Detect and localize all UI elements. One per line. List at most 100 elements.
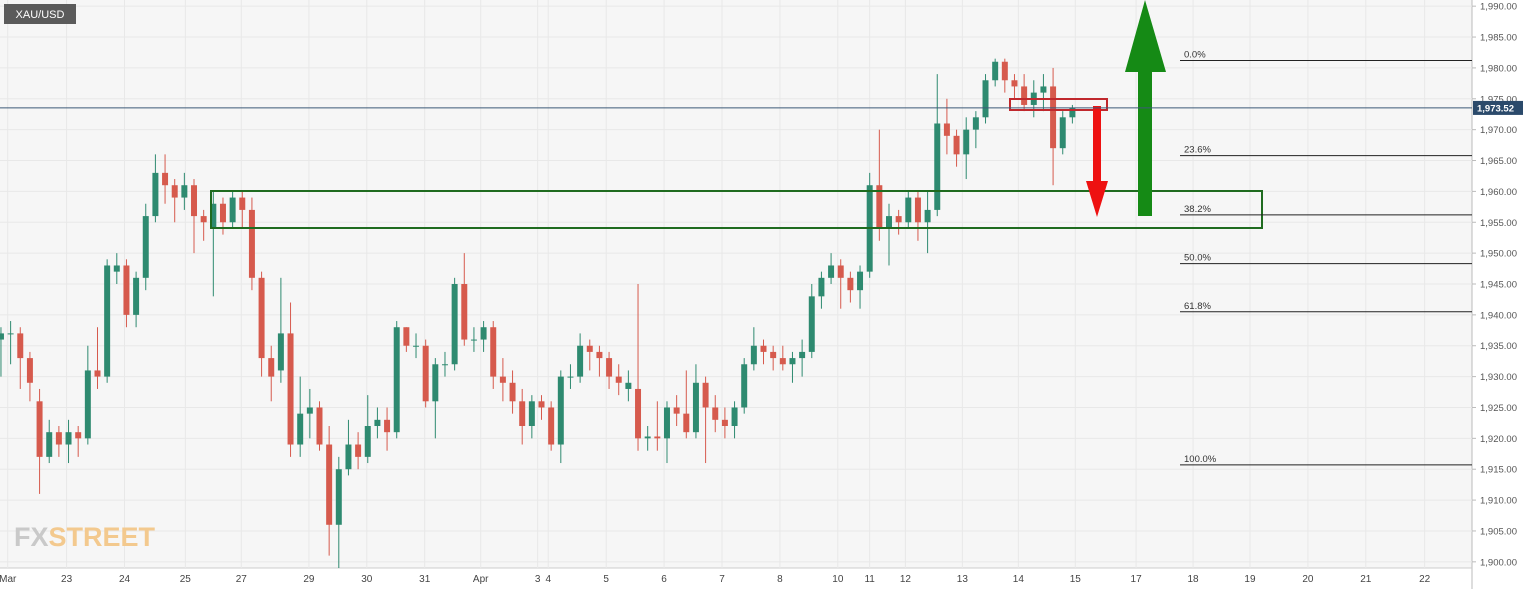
candle-body (818, 277, 825, 297)
candle-body (692, 382, 699, 433)
candle-body (770, 351, 777, 359)
resistance-zone (1009, 98, 1108, 111)
candle-body (1069, 107, 1076, 118)
candle-body (403, 327, 410, 346)
candle-body (258, 277, 265, 359)
candle-body (277, 333, 284, 371)
candles (0, 58, 1076, 568)
fib-label: 0.0% (1184, 50, 1206, 61)
y-tick-label: 1,975.00 (1480, 94, 1517, 105)
fib-label: 61.8% (1184, 301, 1211, 312)
y-tick-label: 1,940.00 (1480, 310, 1517, 321)
x-tick-label: 6 (661, 574, 667, 585)
candle-body (133, 277, 140, 315)
candle-body (355, 444, 362, 457)
candle-body (1040, 86, 1047, 93)
candle-body (644, 436, 651, 439)
x-tick-label: 25 (180, 574, 192, 585)
y-tick-label: 1,945.00 (1480, 280, 1517, 291)
x-tick-label: 3 (535, 574, 541, 585)
x-tick-label: 8 (777, 574, 783, 585)
candle-body (181, 185, 188, 198)
overlay: 0.0% 23.6% 38.2% 50.0% 61.8% 100.0% (210, 0, 1472, 466)
candle-body (953, 135, 960, 155)
candle-body (287, 333, 294, 445)
x-tick-label: 24 (119, 574, 131, 585)
y-tick-label: 1,905.00 (1480, 526, 1517, 537)
candle-body (104, 265, 111, 377)
candle-body (84, 370, 91, 439)
y-tick-label: 1,955.00 (1480, 218, 1517, 229)
candle-body (1021, 86, 1028, 105)
support-zone (210, 190, 1263, 229)
candle-body (451, 284, 458, 365)
candle-body (943, 123, 950, 136)
x-tick-label: 18 (1187, 574, 1199, 585)
candle-body (934, 123, 941, 210)
candle-body (721, 419, 728, 426)
candle-body (239, 197, 246, 210)
y-tick-label: 1,925.00 (1480, 403, 1517, 414)
x-tick-label: 19 (1244, 574, 1256, 585)
symbol-label: XAU/USD (16, 9, 65, 21)
candle-body (55, 432, 62, 445)
y-tick-label: 1,985.00 (1480, 33, 1517, 44)
candle-body (142, 216, 149, 278)
candle-body (750, 345, 757, 365)
y-tick-label: 1,915.00 (1480, 465, 1517, 476)
candle-body (963, 129, 970, 155)
candle-body (1050, 86, 1057, 149)
watermark-street: STREET (49, 522, 156, 552)
symbol-badge (4, 4, 76, 24)
x-tick-label: Apr (473, 574, 489, 585)
x-tick-label: 20 (1302, 574, 1314, 585)
candle-body (635, 388, 642, 439)
candle-body (654, 436, 661, 439)
x-tick-label: 13 (957, 574, 969, 585)
candle-body (876, 185, 883, 229)
candle-body (895, 216, 902, 223)
candle-body (75, 432, 82, 439)
candle-body (760, 345, 767, 352)
candle-body (94, 370, 101, 377)
candle-body (1059, 117, 1066, 149)
candle-body (46, 432, 53, 457)
candle-body (828, 265, 835, 278)
candle-body (306, 407, 313, 414)
candle-body (384, 419, 391, 433)
candle-body (789, 358, 796, 365)
candle-body (992, 61, 999, 81)
candle-body (1011, 80, 1018, 87)
watermark: FXSTREET (14, 522, 156, 552)
time-axis-background (0, 568, 1472, 589)
candle-body (470, 339, 477, 341)
candle-body (905, 197, 912, 223)
candle-body (702, 382, 709, 408)
candle-body (808, 296, 815, 352)
candle-body (316, 407, 323, 445)
candle-body (7, 333, 14, 335)
x-tick-label: 23 (61, 574, 73, 585)
candle-body (26, 358, 33, 383)
candle-body (374, 419, 381, 426)
candle-body (413, 345, 420, 347)
x-tick-label: 5 (603, 574, 609, 585)
candle-body (509, 382, 516, 402)
candle-body (712, 407, 719, 420)
candle-body (171, 185, 178, 198)
x-tick-label: 21 (1360, 574, 1372, 585)
price-axis-background (1472, 0, 1536, 589)
candle-body (914, 197, 921, 223)
candle-body (857, 271, 864, 291)
x-tick-label: 4 (545, 574, 551, 585)
candle-body (335, 469, 342, 525)
candle-body (268, 358, 275, 377)
candle-body (345, 444, 352, 470)
candle-body (557, 376, 564, 445)
x-tick-label: 17 (1131, 574, 1143, 585)
candle-body (113, 265, 120, 272)
candle-body (0, 333, 4, 340)
x-tick-label: 14 (1013, 574, 1025, 585)
x-tick-label: 10 (832, 574, 844, 585)
